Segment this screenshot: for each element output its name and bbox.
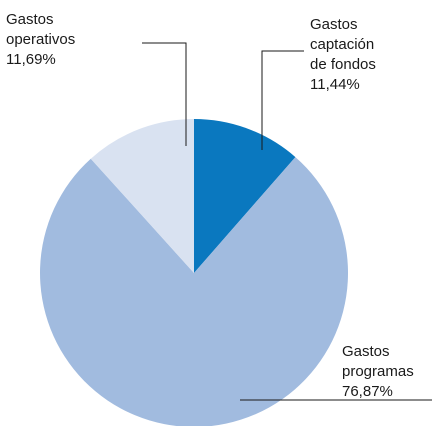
label-gastos-captacion-line: de fondos: [310, 56, 376, 73]
label-gastos-programas-line: programas: [342, 363, 414, 380]
slice-gastos-captacion: [194, 119, 296, 273]
label-gastos-captacion-line: Gastos: [310, 16, 358, 33]
leader-operativos: [142, 42, 187, 146]
pie-slices: [40, 119, 348, 426]
label-gastos-captacion-line: captación: [310, 36, 374, 53]
leader-lines: [142, 42, 432, 401]
label-gastos-operativos: Gastos operativos 11,69%: [6, 11, 75, 68]
label-gastos-operativos-line: operativos: [6, 31, 75, 48]
label-gastos-programas: Gastos programas 76,87%: [342, 343, 414, 400]
label-gastos-programas-line: Gastos: [342, 343, 390, 360]
label-gastos-captacion: Gastos captación de fondos 11,44%: [310, 16, 376, 93]
slice-gastos-operativos: [90, 119, 194, 273]
label-gastos-programas-line: 76,87%: [342, 383, 393, 400]
leader-captacion: [261, 50, 304, 150]
slice-labels: Gastos captación de fondos 11,44% Gastos prog…: [6, 11, 414, 400]
label-gastos-captacion-line: 11,44%: [310, 76, 360, 93]
label-gastos-operativos-line: Gastos: [6, 11, 54, 28]
slice-gastos-programas: [40, 157, 348, 426]
label-gastos-operativos-line: 11,69%: [6, 51, 56, 68]
